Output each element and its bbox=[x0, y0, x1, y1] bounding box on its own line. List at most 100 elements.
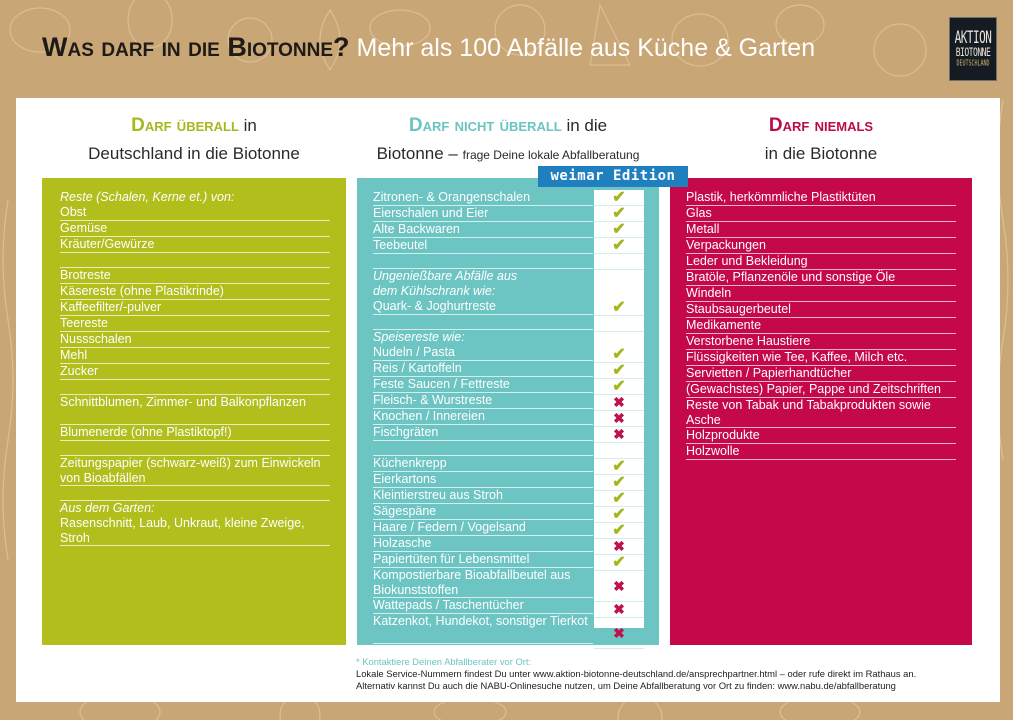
checkmark-icon: ✔ bbox=[612, 221, 626, 238]
list-item: Reste von Tabak und Tabakprodukten sowie… bbox=[686, 398, 956, 428]
heading-line2: Deutschland in die Biotonne bbox=[88, 144, 300, 163]
list-item: Leder und Bekleidung bbox=[686, 254, 956, 270]
list-subheading: Ungenießbare Abfälle aus bbox=[373, 269, 518, 283]
list-item: Holzasche bbox=[373, 536, 593, 552]
checkmark-icon: ✔ bbox=[612, 554, 626, 571]
list-item: Haare / Federn / Vogelsand bbox=[373, 520, 593, 536]
list-item: Nussschalen bbox=[60, 332, 330, 348]
status-cell-divider bbox=[594, 221, 644, 222]
checkmark-icon: ✔ bbox=[612, 490, 626, 507]
list-item: Papiertüten für Lebensmittel bbox=[373, 552, 593, 568]
list-item: Plastik, herkömmliche Plastiktüten bbox=[686, 190, 956, 206]
list-item: Kräuter/Gewürze bbox=[60, 237, 330, 253]
heading-line2: Biotonne – bbox=[376, 144, 463, 163]
list-item: Teebeutel bbox=[373, 238, 593, 254]
checkmark-icon: ✔ bbox=[612, 522, 626, 539]
checkmark-icon: ✔ bbox=[612, 378, 626, 395]
title-subtitle: Mehr als 100 Abfälle aus Küche & Garten bbox=[356, 34, 816, 62]
list-subheading: dem Kühlschrank wie: bbox=[373, 284, 496, 298]
list-item: Zeitungspapier (schwarz-weiß) zum Einwic… bbox=[60, 456, 330, 486]
list-item: Wattepads / Taschentücher bbox=[373, 598, 593, 614]
list-item: Zitronen- & Orangenschalen bbox=[373, 190, 593, 206]
heading-not-allowed-everywhere: Darf nicht überall in die Biotonne – fra… bbox=[340, 112, 676, 169]
list-item: Zucker bbox=[60, 364, 330, 380]
checkmark-icon: ✔ bbox=[612, 506, 626, 523]
checkmark-icon: ✔ bbox=[612, 237, 626, 254]
status-cell-divider bbox=[594, 538, 644, 539]
list-item: Nudeln / Pasta bbox=[373, 345, 593, 361]
list-item: Katzenkot, Hundekot, sonstiger Tierkot bbox=[373, 614, 593, 644]
list-item: Verpackungen bbox=[686, 238, 956, 254]
heading-rest: in bbox=[238, 116, 257, 135]
list-spacer bbox=[373, 441, 593, 456]
list-item: Bratöle, Pflanzenöle und sonstige Öle bbox=[686, 270, 956, 286]
list-item: Windeln bbox=[686, 286, 956, 302]
list-subheading: Aus dem Garten: bbox=[60, 501, 155, 515]
footer-line2: Alternativ kannst Du auch die NABU-Onlin… bbox=[356, 680, 896, 691]
status-cell-divider bbox=[594, 570, 644, 571]
list-item: Medikamente bbox=[686, 318, 956, 334]
cross-icon: ✖ bbox=[613, 394, 625, 410]
status-cell-divider bbox=[594, 442, 644, 443]
checkmark-icon: ✔ bbox=[612, 458, 626, 475]
title-question: Was darf in die Biotonne? bbox=[42, 32, 350, 62]
list-item: Metall bbox=[686, 222, 956, 238]
allowed-list: Reste (Schalen, Kerne et.) von: Obst Gemüs… bbox=[60, 190, 330, 546]
logo-line3: DEUTSCHLAND bbox=[956, 58, 990, 68]
list-item: Küchenkrepp bbox=[373, 456, 593, 472]
status-cell-divider bbox=[594, 237, 644, 238]
heading-line2: in die Biotonne bbox=[764, 144, 878, 163]
status-cell-divider bbox=[594, 253, 644, 254]
status-cell-divider bbox=[594, 554, 644, 555]
list-item: Glas bbox=[686, 206, 956, 222]
list-item: Schnittblumen, Zimmer- und Balkonpflanze… bbox=[60, 395, 330, 425]
footer-note: * Kontaktiere Deinen Abfallberater vor O… bbox=[356, 656, 532, 667]
status-cell-divider bbox=[594, 378, 644, 379]
logo-line2: BIOTONNE bbox=[955, 45, 991, 59]
heading-key: Darf nicht überall bbox=[408, 115, 562, 136]
list-item: Verstorbene Haustiere bbox=[686, 334, 956, 350]
status-cell-divider bbox=[594, 648, 644, 649]
list-item: Kleintierstreu aus Stroh bbox=[373, 488, 593, 504]
list-subheading: Speisereste wie: bbox=[373, 330, 465, 344]
list-spacer bbox=[373, 254, 593, 269]
page-title: Was darf in die Biotonne? Mehr als 100 A… bbox=[42, 32, 815, 63]
status-cell-divider bbox=[594, 490, 644, 491]
conditional-list: Zitronen- & Orangenschalen Eierschalen un… bbox=[373, 190, 593, 644]
status-cell-divider bbox=[594, 617, 644, 618]
list-item: Reis / Kartoffeln bbox=[373, 361, 593, 377]
list-item: Flüssigkeiten wie Tee, Kaffee, Milch etc… bbox=[686, 350, 956, 366]
list-item: Knochen / Innereien bbox=[373, 409, 593, 425]
status-cell-divider bbox=[594, 394, 644, 395]
list-spacer bbox=[60, 486, 330, 501]
list-item: Käsereste (ohne Plastikrinde) bbox=[60, 284, 330, 300]
list-item: Holzwolle bbox=[686, 444, 956, 460]
list-item: Servietten / Papierhandtücher bbox=[686, 366, 956, 382]
panel-conditional: ✔ ✔ ✔ ✔ ✔ ✔ ✔ ✔ ✖ ✖ ✖ ✔ ✔ ✔ ✔ ✔ ✖ ✔ ✖ ✖ ✖ Zitronen- & Orange… bbox=[357, 178, 659, 649]
weimar-edition-badge: weimar Edition bbox=[538, 166, 688, 187]
checkmark-icon: ✔ bbox=[612, 362, 626, 379]
cross-icon: ✖ bbox=[613, 426, 625, 442]
heading-never-allowed: Darf niemals in die Biotonne bbox=[670, 112, 972, 168]
logo-line1: AKTION bbox=[954, 27, 992, 47]
list-item: Rasenschnitt, Laub, Unkraut, kleine Zwei… bbox=[60, 516, 330, 546]
list-spacer bbox=[60, 253, 330, 268]
list-item: Eierkartons bbox=[373, 472, 593, 488]
cross-icon: ✖ bbox=[613, 601, 625, 617]
cross-icon: ✖ bbox=[613, 410, 625, 426]
checkmark-icon: ✔ bbox=[612, 346, 626, 363]
status-cell-divider bbox=[594, 474, 644, 475]
checkmark-icon: ✔ bbox=[612, 474, 626, 491]
list-item: Brotreste bbox=[60, 268, 330, 284]
heading-allowed-everywhere: Darf überall in Deutschland in die Bioto… bbox=[42, 112, 346, 168]
checkmark-icon: ✔ bbox=[612, 299, 626, 316]
list-spacer bbox=[60, 380, 330, 395]
list-item: Staubsaugerbeutel bbox=[686, 302, 956, 318]
list-item: Obst bbox=[60, 205, 330, 221]
list-item: Feste Saucen / Fettreste bbox=[373, 377, 593, 393]
status-cell-divider bbox=[594, 205, 644, 206]
list-item: Fleisch- & Wurstreste bbox=[373, 393, 593, 409]
list-item: Fischgräten bbox=[373, 425, 593, 441]
list-item: Eierschalen und Eier bbox=[373, 206, 593, 222]
list-item: Teereste bbox=[60, 316, 330, 332]
